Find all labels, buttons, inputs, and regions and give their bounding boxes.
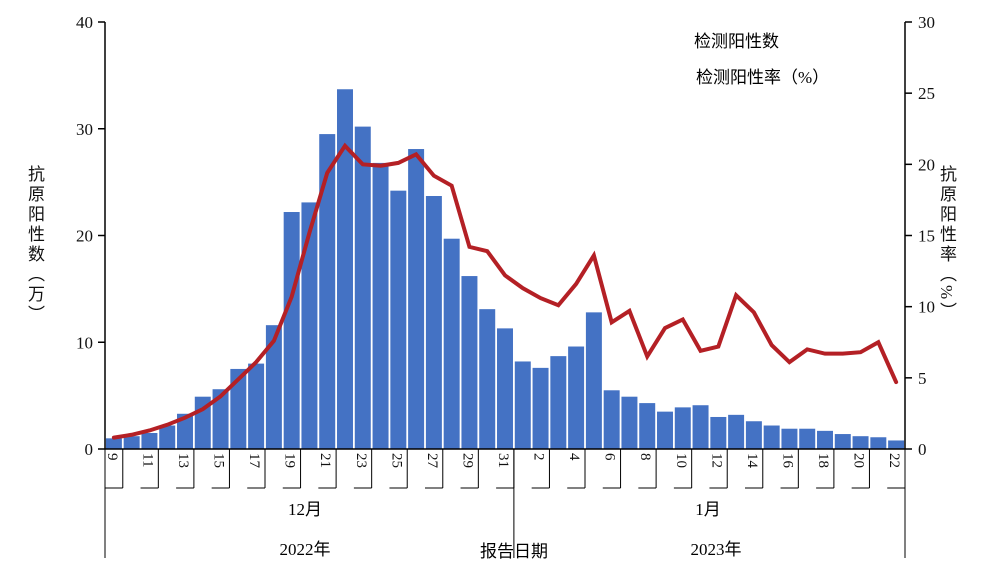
y-right-tick-label: 30	[918, 13, 935, 32]
legend-item-bars: 检测阳性数	[656, 28, 829, 51]
y-right-tick-label: 25	[918, 84, 935, 103]
month-label-dec: 12月	[288, 500, 322, 519]
x-day-label: 14	[744, 453, 760, 469]
year-label-2022: 2022年	[279, 540, 331, 559]
bar	[105, 438, 122, 449]
x-day-label: 18	[815, 453, 831, 468]
y-left-tick-label: 0	[85, 440, 94, 459]
x-day-label: 27	[424, 453, 440, 469]
y-right-tick-label: 10	[918, 298, 935, 317]
bar	[248, 363, 265, 449]
x-day-label: 16	[779, 453, 795, 469]
y-axis-right-title: 抗原阳性率（%）	[937, 165, 956, 323]
y-right-tick-label: 15	[918, 227, 935, 246]
bar	[159, 425, 176, 449]
month-label-jan: 1月	[695, 500, 721, 519]
x-day-label: 12	[708, 453, 724, 468]
x-day-label: 23	[353, 453, 369, 468]
x-day-label: 4	[566, 453, 582, 461]
x-day-label: 15	[211, 453, 227, 468]
y-left-tick-label: 20	[76, 227, 93, 246]
bar	[639, 403, 656, 449]
x-day-label: 2	[531, 453, 547, 461]
x-day-label: 19	[282, 453, 298, 468]
y-right-tick-label: 0	[918, 440, 927, 459]
x-axis-title: 报告日期	[480, 542, 548, 561]
x-day-label: 25	[388, 453, 404, 468]
bar	[141, 432, 158, 449]
legend-item-line: 检测阳性率（%）	[656, 64, 830, 87]
rate-line	[111, 142, 899, 440]
bar	[745, 421, 762, 449]
bar	[354, 126, 371, 450]
x-day-label: 8	[637, 453, 653, 461]
bar	[692, 405, 709, 449]
x-day-label: 29	[459, 453, 475, 468]
legend: 检测阳性数 检测阳性率（%）	[656, 28, 829, 100]
x-day-label: 31	[495, 453, 511, 468]
bar	[568, 346, 585, 449]
bar	[852, 436, 869, 449]
bar	[781, 428, 798, 449]
bar	[728, 414, 745, 449]
bar	[283, 212, 300, 449]
bar	[301, 202, 318, 449]
bar	[585, 312, 602, 449]
y-left-tick-label: 10	[76, 333, 93, 352]
bar	[461, 276, 478, 449]
x-day-label: 20	[851, 453, 867, 468]
bar	[212, 389, 229, 449]
bar	[408, 149, 425, 449]
y-left-tick-label: 30	[76, 120, 93, 139]
y-axis-left-title: 抗原阳性数（万）	[25, 165, 44, 325]
bar	[337, 89, 353, 449]
line-series-swatch-icon	[656, 73, 692, 77]
bar	[834, 434, 851, 449]
legend-line-label: 检测阳性率（%）	[696, 67, 830, 87]
bar	[390, 190, 407, 450]
bar	[497, 328, 513, 449]
bar	[443, 238, 460, 449]
bar	[230, 368, 247, 449]
bar	[532, 367, 549, 449]
bar	[177, 413, 193, 449]
bar	[372, 162, 389, 449]
bar	[674, 407, 691, 449]
bar	[817, 430, 833, 449]
x-day-label: 22	[886, 453, 902, 468]
bar	[888, 440, 905, 449]
bar	[621, 396, 638, 449]
x-day-label: 17	[246, 453, 262, 469]
bar	[479, 309, 496, 449]
bar-series-swatch-icon	[656, 33, 688, 46]
x-day-label: 9	[104, 453, 120, 461]
x-day-label: 13	[175, 453, 191, 468]
bar	[763, 425, 780, 449]
year-label-2023: 2023年	[690, 540, 742, 559]
x-day-label: 6	[602, 453, 618, 461]
bar	[514, 361, 531, 449]
legend-bars-label: 检测阳性数	[694, 31, 779, 51]
x-day-label: 21	[317, 453, 333, 468]
bar	[710, 416, 727, 449]
bar	[550, 356, 567, 449]
bar	[603, 390, 620, 449]
x-day-label: 10	[673, 453, 689, 468]
y-left-tick-label: 40	[76, 13, 93, 32]
bar	[265, 325, 282, 449]
bar	[799, 428, 816, 449]
y-right-tick-label: 20	[918, 155, 935, 174]
y-right-tick-label: 5	[918, 369, 927, 388]
bar	[123, 436, 140, 449]
x-day-label: 11	[139, 453, 155, 467]
bar	[425, 196, 442, 449]
bar	[870, 437, 887, 449]
bar	[657, 411, 673, 449]
bar	[319, 134, 336, 449]
